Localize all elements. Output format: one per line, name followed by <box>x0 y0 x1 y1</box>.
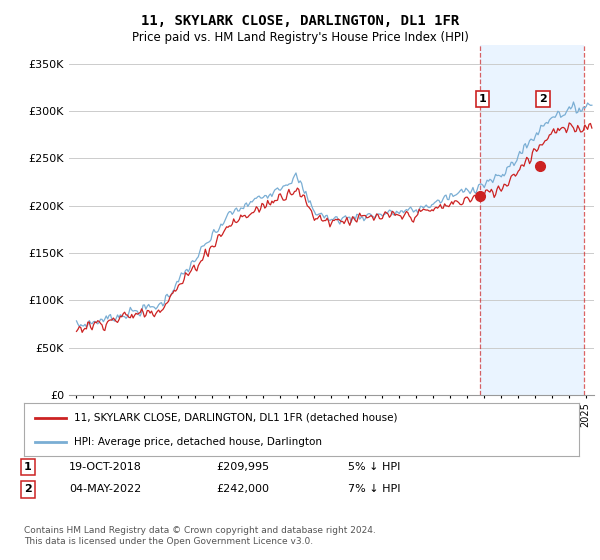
Bar <box>480 45 584 395</box>
Text: 2: 2 <box>539 94 547 104</box>
Text: 5% ↓ HPI: 5% ↓ HPI <box>348 462 400 472</box>
Text: 1: 1 <box>24 462 32 472</box>
Text: Contains HM Land Registry data © Crown copyright and database right 2024.
This d: Contains HM Land Registry data © Crown c… <box>24 526 376 546</box>
Text: 11, SKYLARK CLOSE, DARLINGTON, DL1 1FR: 11, SKYLARK CLOSE, DARLINGTON, DL1 1FR <box>141 14 459 28</box>
Text: 1: 1 <box>479 94 487 104</box>
Text: 7% ↓ HPI: 7% ↓ HPI <box>348 484 401 494</box>
Text: 04-MAY-2022: 04-MAY-2022 <box>69 484 141 494</box>
Text: £242,000: £242,000 <box>216 484 269 494</box>
Text: 11, SKYLARK CLOSE, DARLINGTON, DL1 1FR (detached house): 11, SKYLARK CLOSE, DARLINGTON, DL1 1FR (… <box>74 413 397 423</box>
Text: 19-OCT-2018: 19-OCT-2018 <box>69 462 142 472</box>
Text: £209,995: £209,995 <box>216 462 269 472</box>
Text: 2: 2 <box>24 484 32 494</box>
Text: HPI: Average price, detached house, Darlington: HPI: Average price, detached house, Darl… <box>74 437 322 447</box>
Text: Price paid vs. HM Land Registry's House Price Index (HPI): Price paid vs. HM Land Registry's House … <box>131 31 469 44</box>
